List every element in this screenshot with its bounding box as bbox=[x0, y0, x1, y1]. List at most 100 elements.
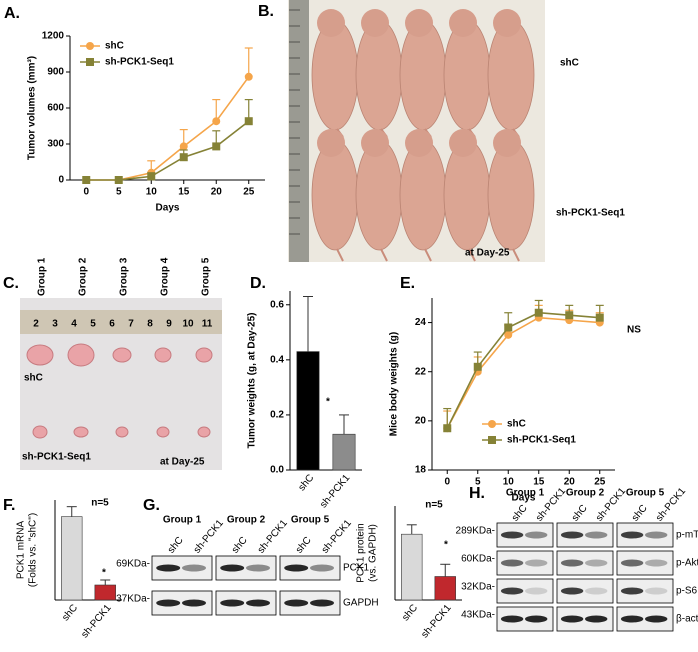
y-tick-label: 900 bbox=[47, 67, 64, 78]
mouse-head bbox=[405, 9, 433, 37]
ruler-number: 5 bbox=[90, 319, 96, 330]
group-label: Group 2 bbox=[566, 488, 605, 499]
mouse-head bbox=[361, 129, 389, 157]
y-axis-label: PCK1 mRNA bbox=[16, 521, 27, 580]
size-marker: 289KDa- bbox=[456, 526, 495, 537]
error-bar bbox=[100, 579, 111, 585]
legend-label: sh-PCK1-Seq1 bbox=[507, 435, 576, 446]
row-label: sh-PCK1-Seq1 bbox=[22, 452, 91, 463]
marker bbox=[179, 153, 188, 162]
tumor bbox=[115, 426, 129, 438]
mouse-head bbox=[493, 129, 521, 157]
mouse-tail bbox=[468, 248, 476, 262]
panel-label: D. bbox=[250, 275, 266, 292]
tumor bbox=[195, 347, 213, 363]
photo-c bbox=[20, 298, 222, 470]
mouse bbox=[487, 19, 535, 131]
marker bbox=[534, 308, 543, 317]
group-label: Group 2 bbox=[227, 515, 266, 526]
x-axis-label: Days bbox=[156, 203, 180, 214]
legend-label: shC bbox=[105, 41, 124, 52]
panel-label: H. bbox=[469, 485, 485, 502]
row-label: sh-PCK1-Seq1 bbox=[556, 208, 625, 219]
x-tick-label: 10 bbox=[503, 477, 515, 488]
band bbox=[284, 564, 309, 572]
mouse-tail bbox=[512, 248, 520, 262]
ruler-number: 10 bbox=[182, 319, 194, 330]
y-tick-label: 300 bbox=[47, 139, 64, 150]
x-tick-label: 25 bbox=[594, 477, 606, 488]
marker bbox=[114, 176, 123, 184]
x-tick-label: 5 bbox=[475, 477, 481, 488]
lane-label: shC bbox=[630, 503, 650, 524]
band bbox=[220, 564, 245, 572]
tumor bbox=[197, 426, 211, 438]
mouse bbox=[399, 19, 447, 131]
marker bbox=[244, 117, 253, 126]
panel-label: F. bbox=[3, 497, 15, 514]
series-line bbox=[86, 76, 250, 181]
band bbox=[560, 559, 584, 567]
panel-label: C. bbox=[3, 275, 19, 292]
band bbox=[500, 559, 524, 567]
band bbox=[525, 531, 548, 539]
y-tick-label: 0 bbox=[58, 175, 64, 186]
band bbox=[620, 615, 644, 623]
row-label: shC bbox=[560, 58, 579, 69]
panel-label: A. bbox=[4, 5, 20, 22]
band bbox=[525, 559, 548, 567]
legend-marker bbox=[86, 42, 94, 50]
band bbox=[645, 559, 668, 567]
y-axis-label: Tumor volumes (mm³) bbox=[27, 56, 38, 160]
group-label: Group 2 bbox=[78, 257, 89, 296]
band bbox=[246, 599, 270, 607]
band bbox=[560, 531, 584, 539]
marker bbox=[244, 72, 253, 81]
band bbox=[645, 531, 668, 539]
y-tick-label: 22 bbox=[415, 366, 427, 377]
band bbox=[525, 615, 548, 623]
bar bbox=[61, 516, 83, 601]
caption: at Day-25 bbox=[160, 457, 205, 468]
band bbox=[182, 599, 206, 607]
band bbox=[310, 564, 334, 572]
annotation: * bbox=[102, 568, 106, 579]
group-label: Group 5 bbox=[291, 515, 330, 526]
x-tick-label: 25 bbox=[243, 187, 255, 198]
row-label: p-Akt bbox=[676, 558, 698, 569]
mouse-head bbox=[317, 129, 345, 157]
band bbox=[246, 564, 270, 572]
legend-label: sh-PCK1-Seq1 bbox=[105, 57, 174, 68]
band bbox=[310, 599, 334, 607]
mouse bbox=[311, 19, 359, 131]
ruler-number: 11 bbox=[202, 319, 213, 330]
size-marker: 60KDa- bbox=[461, 554, 495, 565]
y-axis-label: (vs. GAPDH) bbox=[368, 524, 379, 582]
band bbox=[585, 615, 608, 623]
x-tick-label: 10 bbox=[146, 187, 158, 198]
x-tick-label: shC bbox=[400, 603, 420, 624]
group-label: Group 5 bbox=[626, 488, 665, 499]
mouse-head bbox=[493, 9, 521, 37]
mouse-head bbox=[317, 9, 345, 37]
band bbox=[620, 559, 644, 567]
x-tick-label: 0 bbox=[83, 187, 89, 198]
ruler-number: 6 bbox=[109, 319, 115, 330]
marker bbox=[565, 311, 574, 320]
x-tick-label: 20 bbox=[211, 187, 223, 198]
ruler bbox=[20, 310, 222, 334]
lane-label: shC bbox=[570, 503, 590, 524]
group-label: Group 3 bbox=[119, 257, 130, 296]
tumor bbox=[154, 347, 172, 363]
band bbox=[620, 531, 644, 539]
panel-label: G. bbox=[143, 497, 160, 514]
band bbox=[500, 531, 524, 539]
error-bar bbox=[440, 563, 451, 577]
ruler-number: 7 bbox=[128, 319, 134, 330]
bar bbox=[94, 584, 116, 601]
annotation: n=5 bbox=[91, 498, 109, 509]
marker bbox=[212, 117, 221, 126]
row-label: β-actin bbox=[676, 614, 698, 625]
